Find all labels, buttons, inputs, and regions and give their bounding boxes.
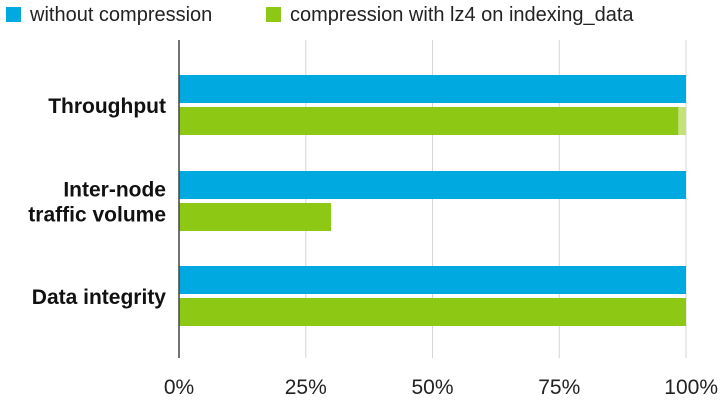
bar-overlay xyxy=(678,107,686,135)
bar xyxy=(179,75,686,103)
category-label: Inter-node traffic volume xyxy=(28,179,166,227)
legend-swatch xyxy=(6,7,21,22)
tick-label: 0% xyxy=(164,376,194,399)
legend-swatch xyxy=(266,7,281,22)
tick-label: 25% xyxy=(285,376,327,399)
bar xyxy=(179,266,686,294)
tick-label: 100% xyxy=(664,376,718,399)
tick-label: 75% xyxy=(538,376,580,399)
bar xyxy=(179,171,686,199)
legend-label: without compression xyxy=(29,4,212,26)
bar xyxy=(179,107,679,135)
bar xyxy=(179,203,332,231)
category-label: Data integrity xyxy=(32,286,167,309)
legend-label: compression with lz4 on indexing_data xyxy=(290,4,634,26)
bar xyxy=(179,298,686,326)
category-label: Throughput xyxy=(48,95,166,118)
tick-label: 50% xyxy=(411,376,453,399)
